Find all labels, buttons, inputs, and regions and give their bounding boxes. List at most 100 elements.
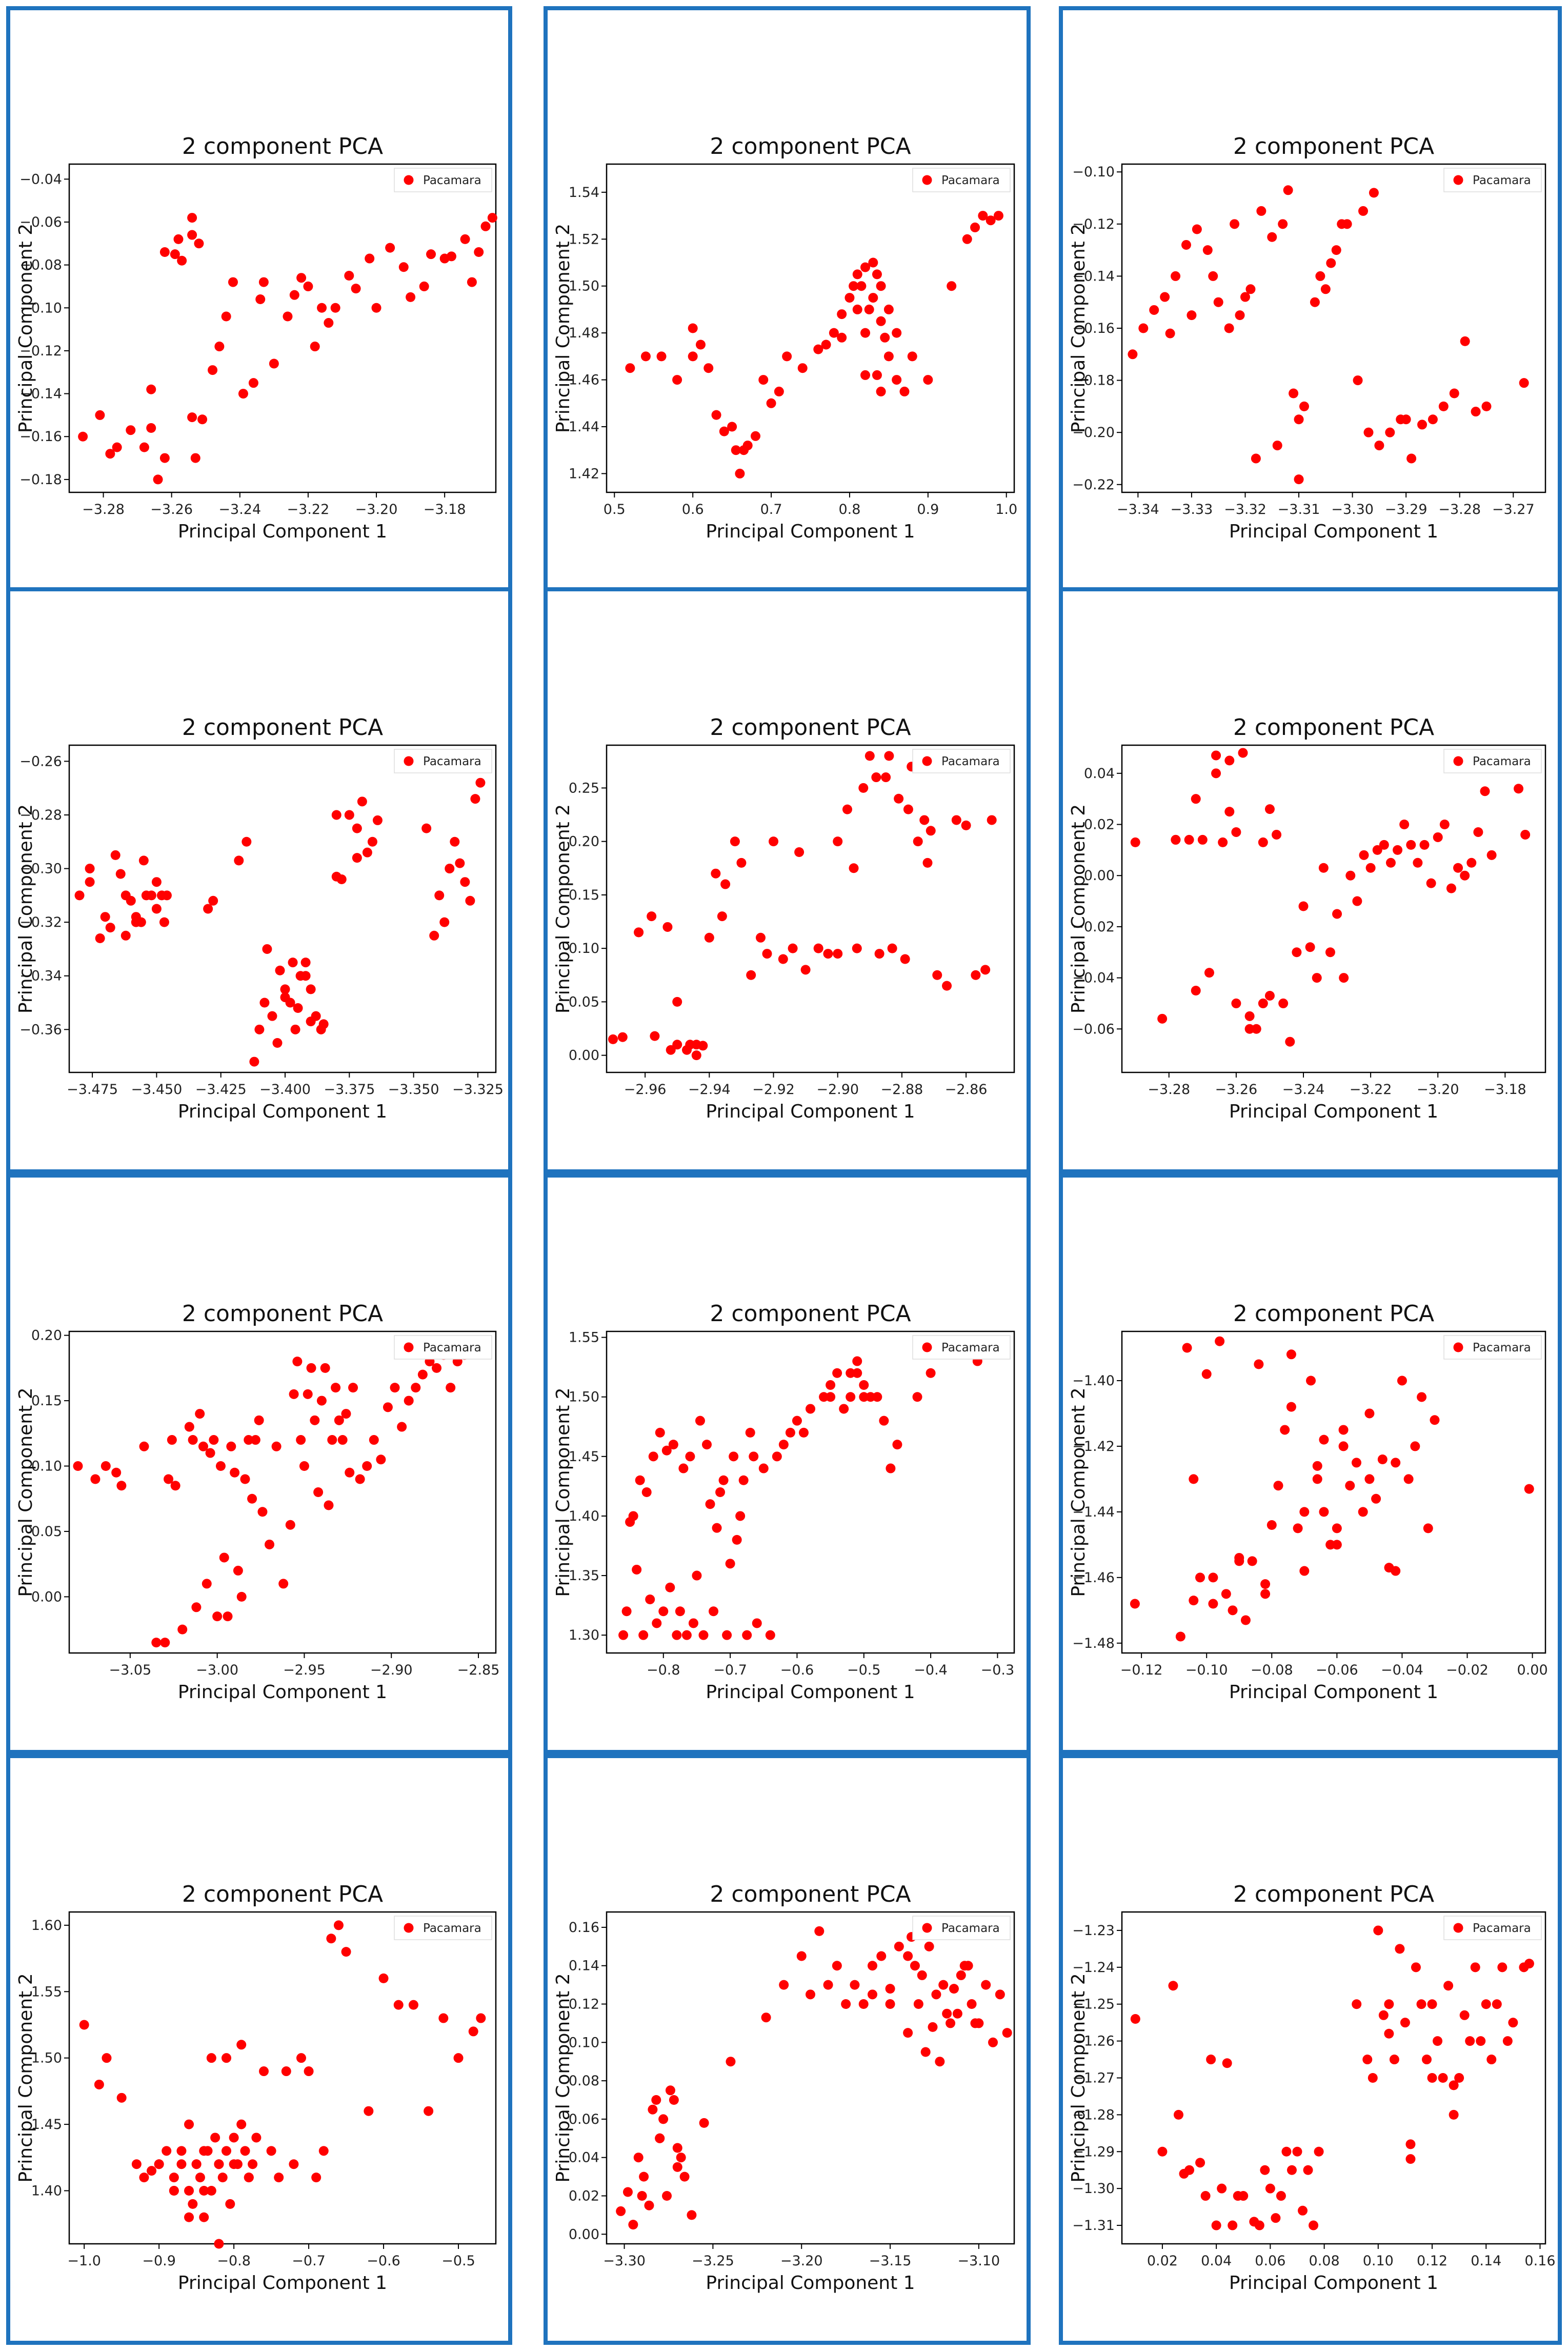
data-point — [206, 2053, 216, 2063]
data-point — [652, 1618, 662, 1628]
data-point — [669, 2095, 679, 2105]
data-point — [219, 1552, 229, 1563]
data-point — [717, 911, 727, 922]
data-point — [1292, 947, 1302, 958]
data-point — [1492, 1999, 1502, 2009]
data-point — [1473, 827, 1483, 837]
data-point — [214, 2239, 224, 2249]
data-point — [1228, 1605, 1238, 1616]
data-point — [1312, 1474, 1322, 1484]
x-tick-label: −0.02 — [1446, 1662, 1489, 1678]
x-tick-label: −3.20 — [1417, 1082, 1459, 1098]
data-point — [164, 1474, 174, 1484]
data-point — [1224, 323, 1234, 333]
data-point — [1406, 840, 1416, 850]
y-tick-label: −0.30 — [19, 861, 62, 877]
y-tick-label: −0.26 — [19, 753, 62, 769]
data-point — [931, 1989, 941, 2000]
data-point — [480, 221, 491, 231]
data-point — [637, 2191, 647, 2201]
data-point — [184, 2185, 194, 2196]
data-point — [154, 2159, 164, 2169]
data-point — [1292, 2146, 1302, 2157]
data-point — [782, 351, 792, 362]
scatter-chart: 2 component PCA 0.02 0.04 0.06 0.08 0.10 0.12 0… — [1068, 1881, 1556, 2294]
data-point — [1438, 2073, 1448, 2083]
data-point — [337, 1435, 348, 1445]
data-point — [839, 1404, 849, 1414]
x-tick-label: −2.94 — [688, 1082, 731, 1098]
x-tick-label: −3.475 — [67, 1082, 118, 1098]
data-point — [223, 1611, 233, 1622]
data-point — [293, 1003, 303, 1013]
y-tick-label: −1.26 — [1072, 2034, 1115, 2049]
data-point — [826, 1380, 836, 1390]
data-point — [634, 927, 644, 938]
data-point — [750, 431, 760, 441]
data-point — [849, 281, 859, 291]
data-point — [1423, 1523, 1433, 1533]
data-point — [1433, 2036, 1443, 2046]
data-point — [1338, 1441, 1349, 1451]
data-point — [1260, 1589, 1271, 1599]
data-point — [419, 281, 429, 291]
data-point — [1345, 870, 1356, 881]
data-point — [222, 2146, 232, 2156]
data-point — [229, 2159, 239, 2169]
y-tick-label: 0.16 — [569, 1920, 599, 1936]
data-point — [860, 262, 871, 272]
x-tick-label: 0.02 — [1147, 2253, 1178, 2269]
data-point — [1514, 784, 1524, 794]
data-point — [894, 1941, 904, 1951]
data-point — [318, 2146, 329, 2156]
data-point — [910, 1961, 920, 1971]
data-point — [833, 949, 843, 959]
y-tick-label: 0.00 — [569, 1048, 599, 1064]
data-point — [845, 293, 855, 303]
data-point — [1422, 2055, 1432, 2065]
y-tick-label: 1.55 — [31, 1984, 62, 2000]
data-point — [95, 933, 105, 944]
data-point — [468, 2026, 478, 2037]
pca-panel-8: 2 component PCA −0.8 −0.7 −0.6 −0.5 −0.4 −0.3 1… — [544, 1173, 1031, 1754]
data-point — [362, 1461, 372, 1471]
data-point — [222, 2053, 232, 2063]
data-point — [169, 2173, 179, 2183]
data-point — [729, 1451, 739, 1462]
data-point — [1397, 1376, 1407, 1386]
scatter-chart: 2 component PCA −3.28 −3.26 −3.24 −3.22 −3.20… — [15, 133, 497, 542]
scatter-chart: 2 component PCA −2.96 −2.94 −2.92 −2.90 −2.88… — [553, 714, 1015, 1122]
x-tick-label: −0.7 — [713, 1662, 747, 1678]
data-point — [850, 1980, 860, 1990]
data-point — [139, 1441, 149, 1451]
data-point — [248, 2159, 258, 2169]
data-point — [383, 1402, 393, 1412]
data-point — [900, 954, 910, 964]
data-point — [1192, 224, 1202, 234]
data-point — [1244, 1011, 1255, 1021]
data-point — [987, 815, 997, 825]
data-point — [1395, 1944, 1405, 1954]
x-tick-label: 1.0 — [995, 502, 1017, 517]
y-tick-label: 0.12 — [569, 1997, 599, 2013]
data-point — [474, 247, 484, 257]
data-point — [732, 1535, 742, 1545]
data-point — [651, 2095, 661, 2105]
legend-label: Pacamara — [1473, 1341, 1531, 1354]
data-point — [439, 917, 450, 927]
data-point — [1189, 1474, 1199, 1484]
y-tick-label: 1.54 — [569, 185, 599, 201]
data-point — [1187, 310, 1197, 321]
x-tick-label: 0.10 — [1363, 2253, 1394, 2269]
data-point — [371, 303, 381, 313]
data-point — [208, 365, 218, 375]
data-point — [1391, 1566, 1401, 1576]
data-point — [1362, 2055, 1373, 2065]
data-point — [265, 1539, 275, 1549]
data-point — [946, 2018, 956, 2028]
x-tick-label: −3.24 — [1282, 1082, 1325, 1098]
data-point — [199, 2185, 209, 2196]
data-point — [470, 794, 480, 804]
data-point — [736, 858, 747, 868]
